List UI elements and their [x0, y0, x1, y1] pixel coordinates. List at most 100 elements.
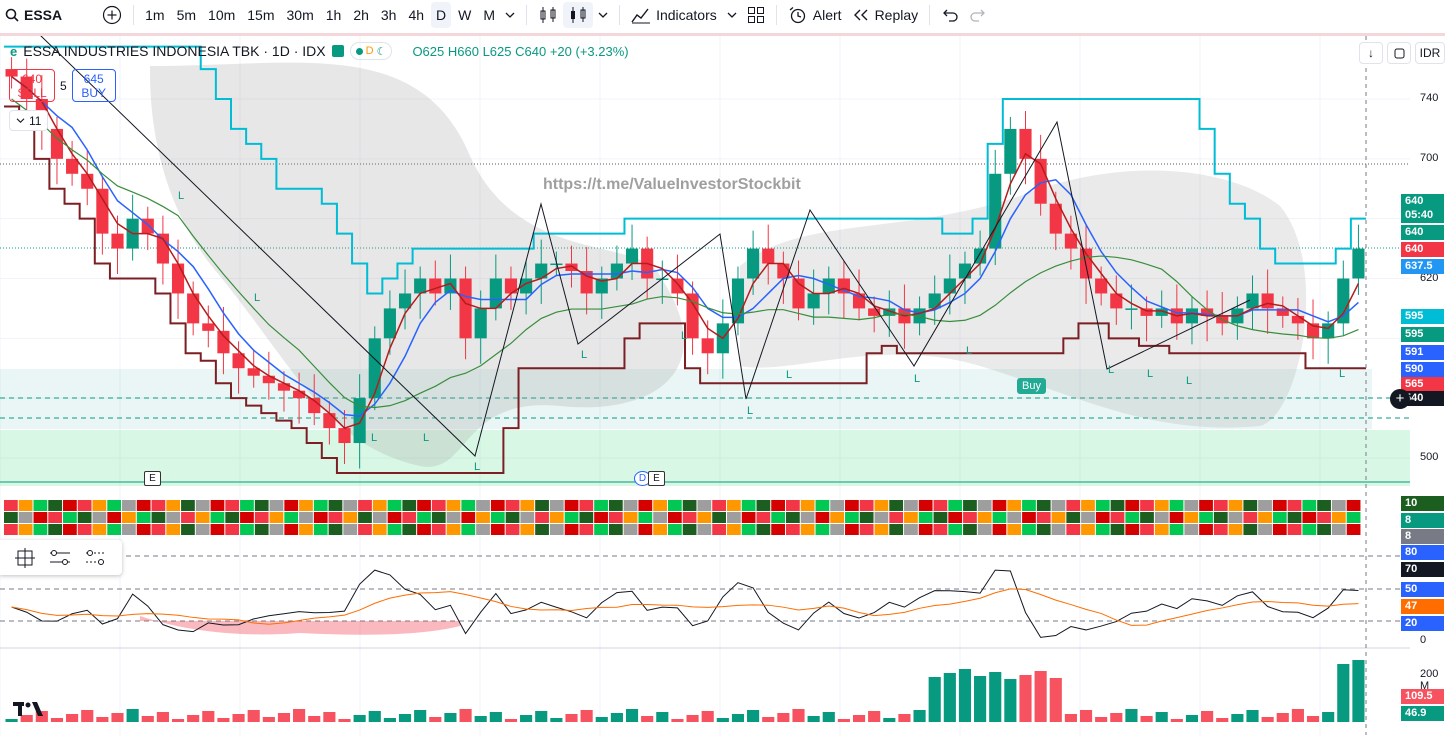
interval-10m[interactable]: 10m — [208, 7, 236, 23]
dashed-sliders-icon[interactable] — [84, 548, 108, 568]
heatmap-cell — [638, 512, 653, 523]
buy-button[interactable]: 645 BUY — [71, 69, 116, 102]
add-price-level-button[interactable]: + — [1390, 389, 1410, 409]
heatmap-cell — [815, 500, 830, 511]
candle-body — [444, 278, 457, 294]
symbol-search[interactable]: ESSA — [0, 2, 67, 28]
alert-label: Alert — [812, 7, 842, 23]
candle-body — [414, 278, 427, 294]
heatmap-cell — [771, 512, 786, 523]
low-label: L — [581, 349, 587, 361]
settings-sliders-icon[interactable] — [48, 548, 72, 568]
heatmap-cell — [830, 524, 845, 535]
heatmap-cell — [1331, 500, 1346, 511]
heatmap-cell — [387, 512, 402, 523]
heatmap-cell — [653, 524, 667, 535]
undo-button[interactable] — [936, 2, 964, 28]
interval-m[interactable]: M — [483, 7, 496, 23]
heatmap-cell — [726, 524, 741, 535]
chart-type-bars-button[interactable] — [533, 2, 563, 28]
series-legend[interactable]: e ESSA INDUSTRIES INDONESIA TBK · 1D · I… — [10, 42, 629, 60]
heatmap-cell — [1169, 512, 1184, 523]
interval-3h[interactable]: 3h — [380, 7, 397, 23]
cloud-shape — [740, 170, 1307, 428]
interval-15m[interactable]: 15m — [247, 7, 275, 23]
redo-button[interactable] — [964, 2, 992, 28]
candle-body — [1337, 278, 1350, 324]
candle-body — [762, 248, 775, 264]
chart-pane[interactable]: L L L L L L L L L L L L L L L — [0, 36, 1445, 735]
volume-bar — [928, 677, 941, 722]
compare-add-button[interactable] — [97, 2, 127, 28]
heatmap-cell — [1081, 524, 1095, 535]
candles-icon — [540, 7, 556, 23]
symbol-logo: e — [10, 43, 18, 59]
heatmap-cell — [299, 500, 313, 511]
candle-body — [1322, 323, 1335, 339]
indicators-dropdown[interactable] — [722, 2, 742, 28]
volume-bar — [1125, 709, 1138, 722]
heatmap-cell — [579, 524, 594, 535]
currency-button[interactable]: IDR — [1415, 42, 1445, 64]
refresh-button[interactable] — [1387, 42, 1411, 64]
heatmap-cell — [1110, 500, 1125, 511]
heatmap-cell — [712, 512, 726, 523]
heatmap-cell — [122, 500, 136, 511]
volume-bar — [1291, 709, 1304, 722]
candle-body — [232, 353, 245, 369]
heatmap-cell — [402, 524, 417, 535]
candle-body — [171, 263, 185, 294]
zigzag-line — [40, 36, 1251, 457]
chart-canvas[interactable]: L L L L L L L L L L L L L L L — [0, 36, 1445, 735]
heatmap-cell — [461, 500, 476, 511]
collapse-indicators-button[interactable]: 11 — [9, 110, 49, 131]
heatmap-cell — [4, 500, 18, 511]
low-label: L — [178, 190, 184, 202]
earnings-marker[interactable]: E — [648, 471, 665, 486]
heatmap-cell — [343, 500, 358, 511]
replay-button[interactable]: Replay — [847, 2, 924, 28]
interval-w[interactable]: W — [458, 7, 472, 23]
heatmap-cell — [1228, 512, 1243, 523]
market-status-pill[interactable]: D ☾ — [349, 42, 393, 60]
plus-circle-icon — [103, 5, 122, 25]
crosshair-icon[interactable] — [14, 547, 36, 569]
heatmap-cell — [1081, 512, 1095, 523]
earnings-marker[interactable]: E — [144, 471, 161, 486]
volume-bar — [1322, 712, 1335, 722]
price-label: 595 — [1401, 327, 1444, 342]
heatmap-cell — [1081, 500, 1095, 511]
volume-bar — [1337, 664, 1350, 722]
heatmap-cell — [63, 512, 77, 523]
interval-5m[interactable]: 5m — [176, 7, 197, 23]
heatmap-cell — [1258, 500, 1272, 511]
interval-4h[interactable]: 4h — [408, 7, 425, 23]
volume-bar — [66, 714, 79, 722]
candle-body — [747, 248, 760, 279]
chevron-down-icon — [16, 118, 25, 124]
interval-2h[interactable]: 2h — [353, 7, 369, 23]
interval-1m[interactable]: 1m — [145, 7, 165, 23]
interval-30m[interactable]: 30m — [286, 7, 314, 23]
scroll-down-button[interactable]: ↓ — [1359, 42, 1383, 64]
candle-body — [610, 263, 623, 279]
heatmap-cell — [136, 500, 151, 511]
indicators-button[interactable]: Indicators — [626, 2, 722, 28]
volume-bar — [171, 719, 185, 722]
interval-d[interactable]: D — [431, 2, 452, 28]
heatmap-cell — [1331, 512, 1346, 523]
layouts-button[interactable] — [742, 2, 770, 28]
chart-type-candles-button[interactable] — [563, 2, 594, 28]
chart-type-dropdown[interactable] — [593, 2, 613, 28]
volume-bar — [308, 716, 321, 722]
heatmap-cell — [786, 524, 800, 535]
alert-button[interactable]: Alert — [783, 2, 847, 28]
heatmap-cell — [446, 524, 461, 535]
heatmap-cell — [1154, 524, 1169, 535]
sell-button[interactable]: 640 SELL — [9, 69, 55, 102]
interval-dropdown[interactable] — [500, 2, 520, 28]
candle-body — [1004, 128, 1017, 174]
volume-bar — [459, 709, 472, 722]
interval-1h[interactable]: 1h — [325, 7, 342, 23]
heatmap-cell — [859, 524, 874, 535]
